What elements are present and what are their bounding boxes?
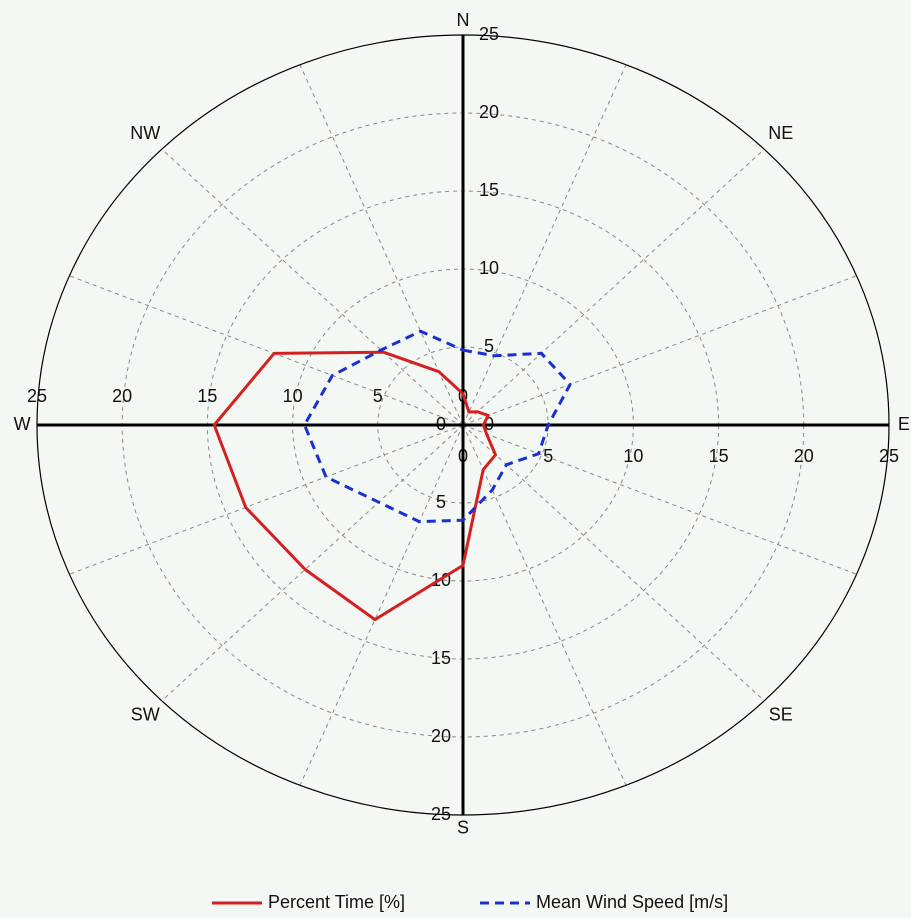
tick-label: 20	[794, 446, 814, 466]
tick-label: 5	[436, 492, 446, 512]
tick-label: 20	[112, 386, 132, 406]
tick-label: 15	[709, 446, 729, 466]
tick-label: 20	[431, 726, 451, 746]
legend-label: Mean Wind Speed [m/s]	[536, 892, 728, 912]
tick-label: 10	[479, 258, 499, 278]
tick-label: 15	[431, 648, 451, 668]
direction-label: NW	[130, 123, 160, 143]
direction-label: SW	[131, 705, 160, 725]
direction-label: W	[14, 414, 31, 434]
tick-label: 15	[197, 386, 217, 406]
tick-label: 5	[543, 446, 553, 466]
tick-label: 20	[479, 102, 499, 122]
direction-label: NE	[768, 123, 793, 143]
tick-label: 25	[479, 24, 499, 44]
tick-label: 10	[283, 386, 303, 406]
tick-label: 25	[431, 804, 451, 824]
tick-label: 5	[373, 386, 383, 406]
page: 0000555510101010151515152020202025252525…	[0, 0, 911, 923]
tick-label: 10	[623, 446, 643, 466]
direction-label: SE	[769, 705, 793, 725]
tick-label: 25	[27, 386, 47, 406]
direction-label: E	[898, 414, 910, 434]
legend-label: Percent Time [%]	[268, 892, 405, 912]
tick-label: 25	[879, 446, 899, 466]
tick-label: 15	[479, 180, 499, 200]
chart: 0000555510101010151515152020202025252525…	[0, 0, 911, 918]
direction-label: N	[457, 10, 470, 30]
direction-label: S	[457, 817, 469, 837]
